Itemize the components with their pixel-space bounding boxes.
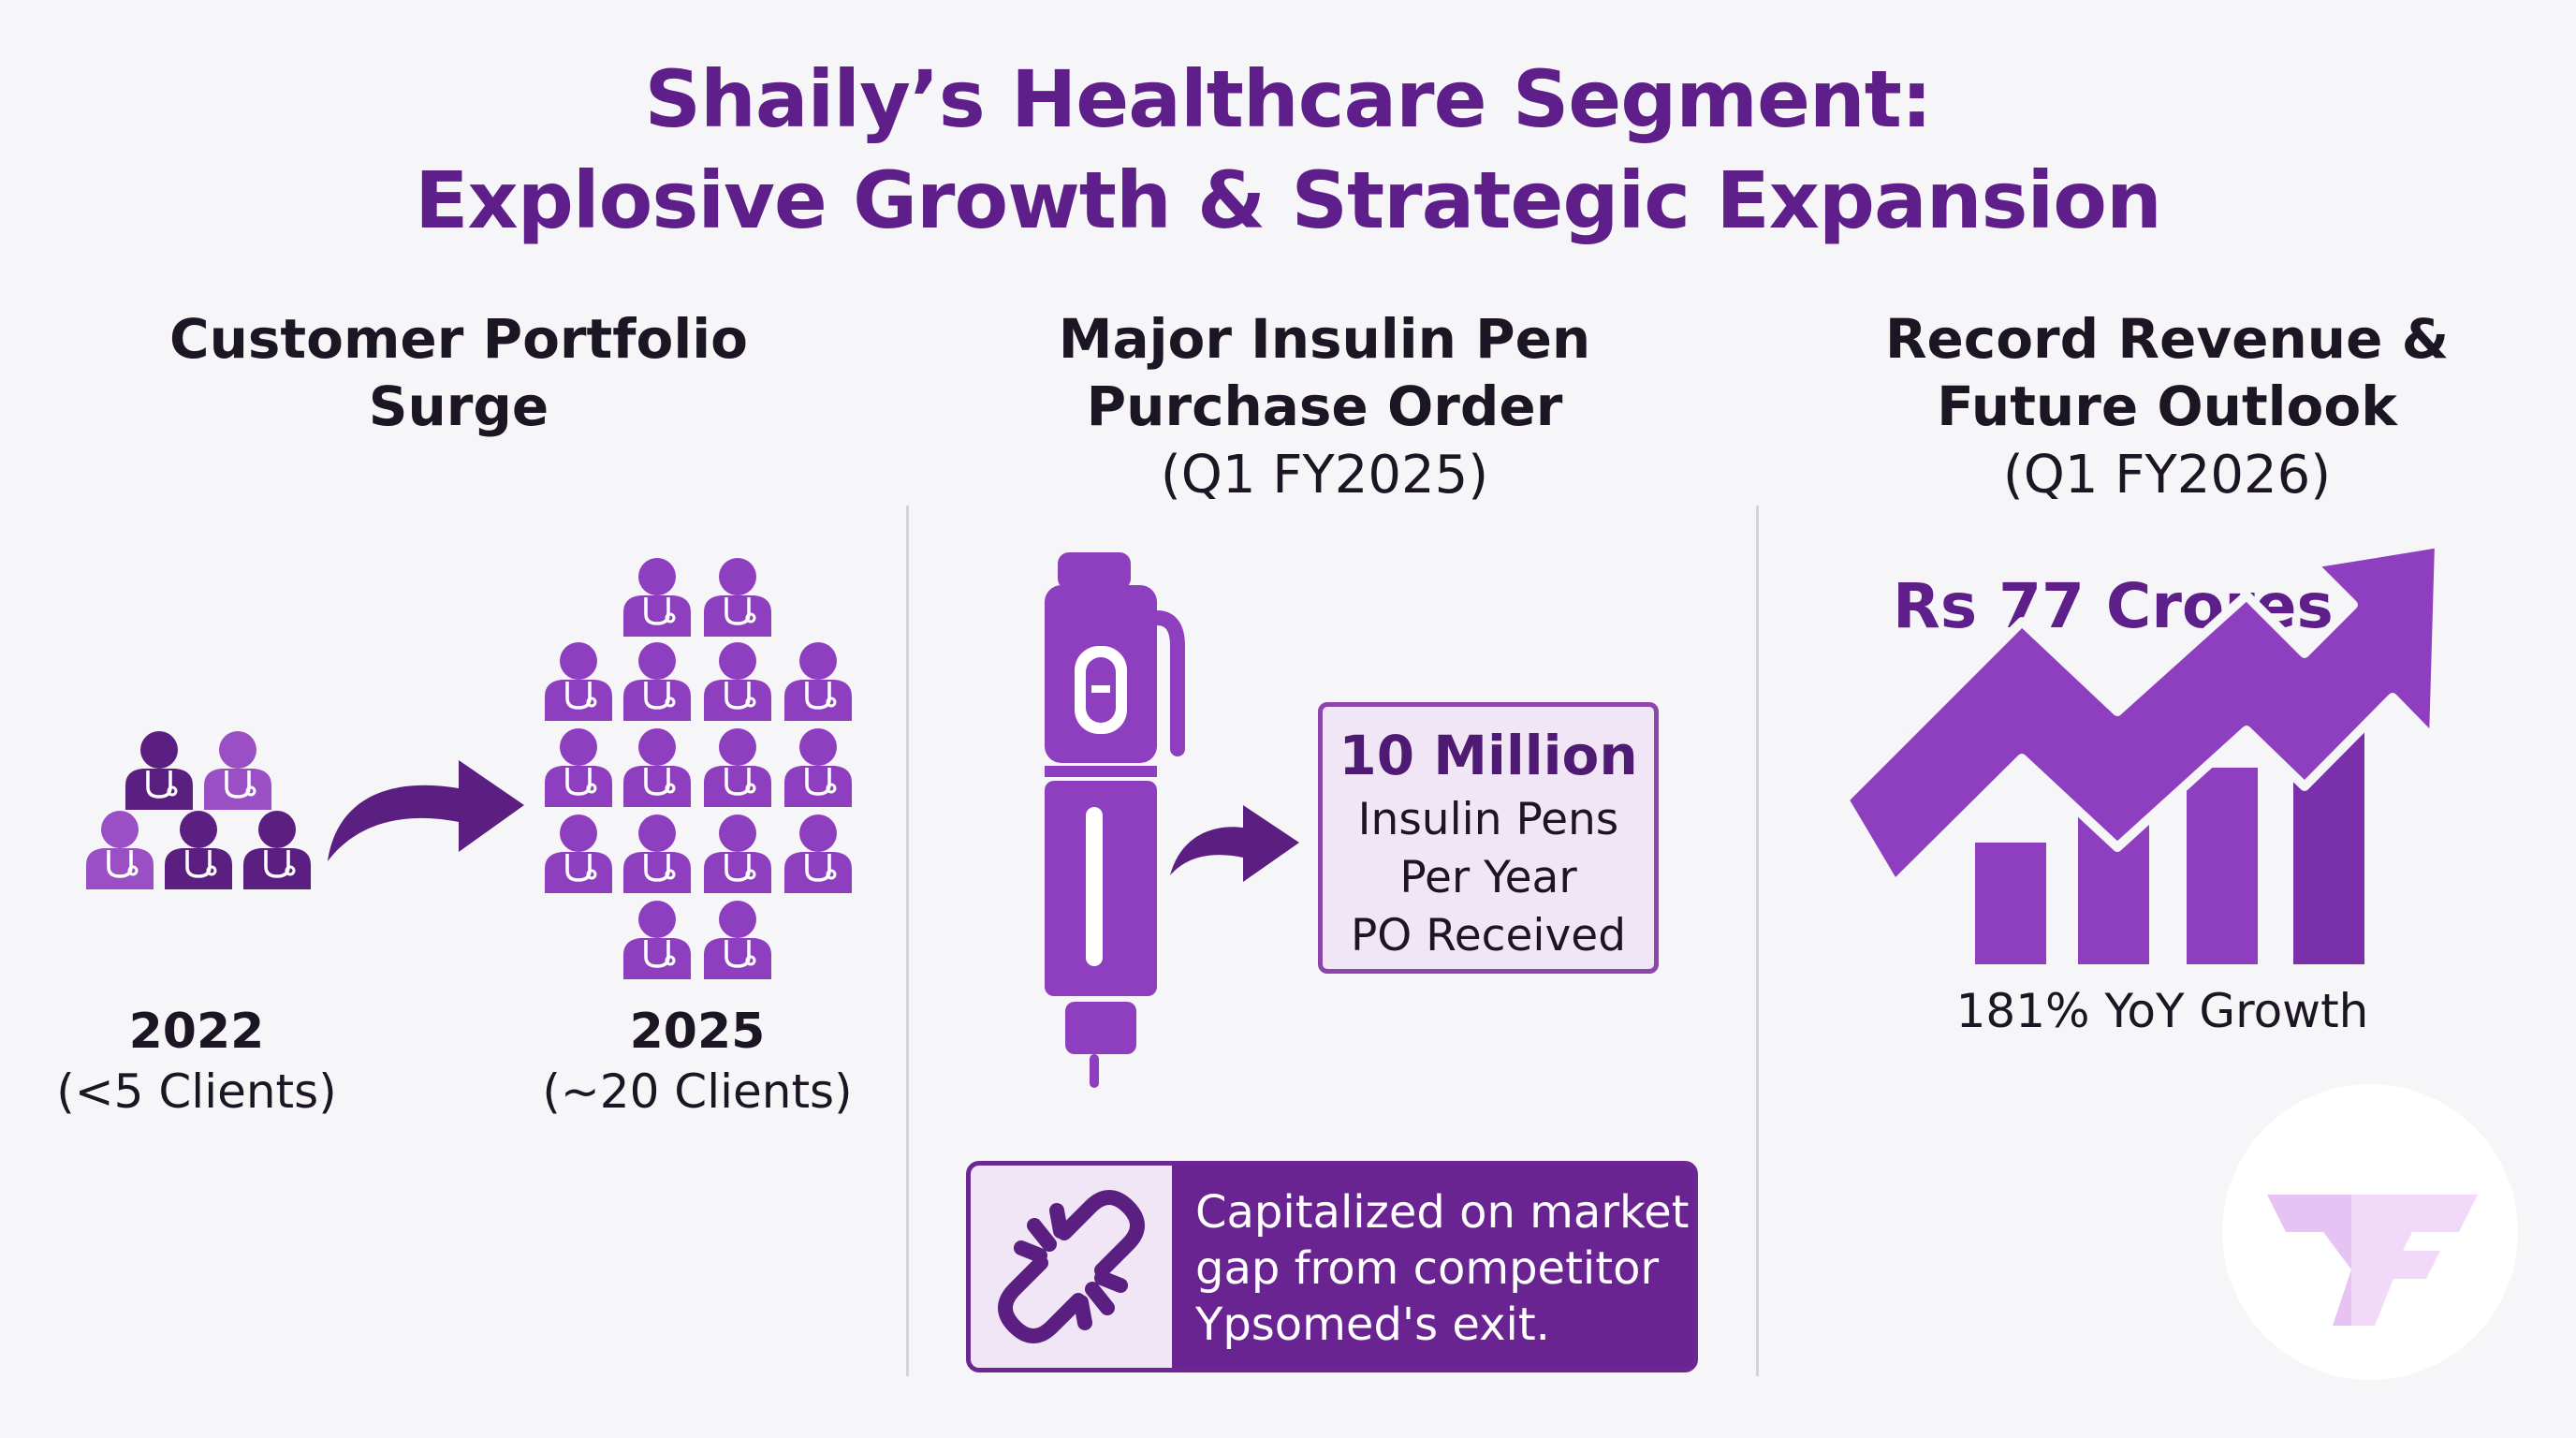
po-line-2: Per Year (1399, 852, 1577, 903)
logo-icon (2222, 1084, 2518, 1380)
clients-2025: (~20 Clients) (542, 1064, 853, 1119)
customer-heading-line-1: Customer Portfolio (169, 307, 748, 371)
revenue-heading-line-2: Future Outlook (1937, 374, 2397, 438)
gap-text: Capitalized on market gap from competito… (1195, 1184, 1691, 1353)
customer-heading: Customer Portfolio Surge (112, 305, 805, 440)
title-line-1: Shaily’s Healthcare Segment: (644, 53, 1933, 145)
insulin-period: (Q1 FY2025) (1160, 445, 1489, 506)
title-line-2: Explosive Growth & Strategic Expansion (415, 154, 2162, 246)
year-2025: 2025 (629, 1004, 766, 1060)
clients-2022: (<5 Clients) (56, 1064, 337, 1119)
chart-bar-1 (1975, 843, 2046, 964)
market-gap-box: Capitalized on market gap from competito… (966, 1161, 1698, 1372)
growth-label: 181% YoY Growth (1955, 984, 2369, 1038)
insulin-heading-line-1: Major Insulin Pen (1058, 307, 1591, 371)
gap-icon-area (971, 1166, 1172, 1368)
page-title: Shaily’s Healthcare Segment: Explosive G… (0, 49, 2576, 251)
po-quantity: 10 Million (1339, 724, 1638, 787)
revenue-heading: Record Revenue & Future Outlook (1816, 305, 2518, 440)
po-box: 10 Million Insulin Pens Per Year PO Rece… (1318, 702, 1659, 974)
trend-arrow-icon (1839, 538, 2444, 889)
insulin-heading: Major Insulin Pen Purchase Order (964, 305, 1685, 440)
divider-right (1756, 506, 1759, 1376)
broken-chain-icon (998, 1190, 1145, 1343)
customer-heading-line-2: Surge (368, 374, 549, 438)
insulin-heading-line-2: Purchase Order (1086, 374, 1563, 438)
revenue-heading-line-1: Record Revenue & (1884, 307, 2450, 371)
gap-line-1: Capitalized on market (1195, 1186, 1690, 1239)
divider-left (906, 506, 909, 1376)
gap-line-2: gap from competitor (1195, 1242, 1660, 1295)
po-line-1: Insulin Pens (1357, 794, 1619, 845)
chart-bar-3 (2187, 768, 2258, 964)
revenue-period: (Q1 FY2026) (2002, 445, 2332, 506)
po-line-3: PO Received (1350, 910, 1627, 961)
gap-line-3: Ypsomed's exit. (1195, 1299, 1550, 1351)
po-arrow-icon (1170, 805, 1299, 882)
year-2022: 2022 (128, 1004, 265, 1060)
